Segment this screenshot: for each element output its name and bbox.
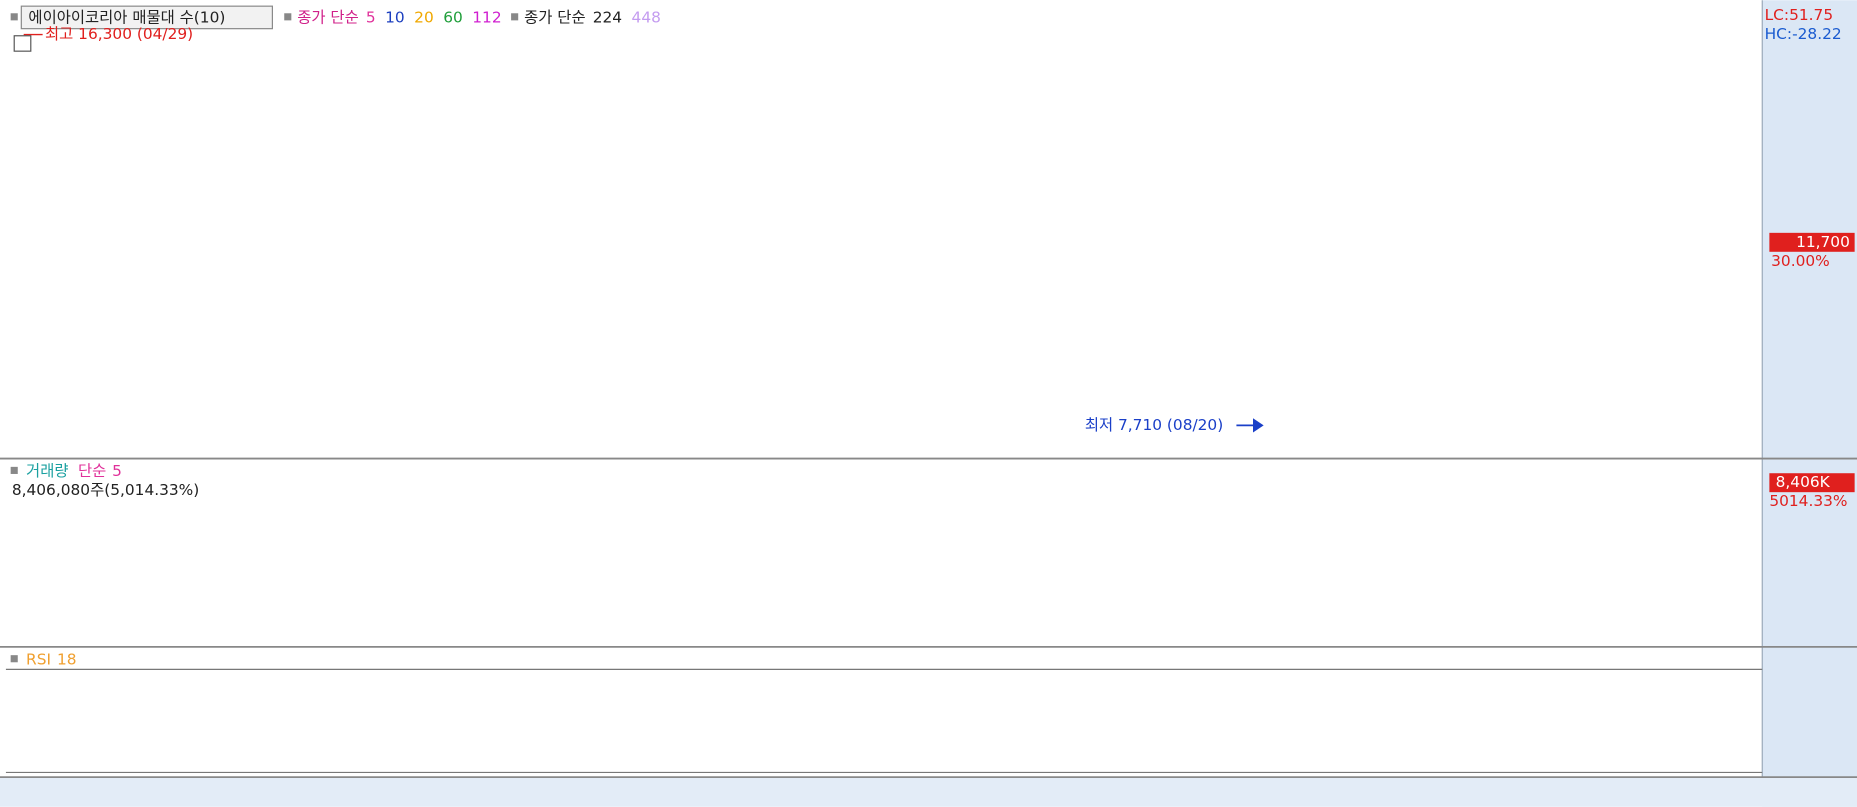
calendar-icon bbox=[13, 35, 32, 52]
legend-square bbox=[511, 13, 519, 21]
legend-label: 종가 단순 bbox=[297, 9, 358, 27]
legend-entry: 224 bbox=[593, 9, 622, 27]
legend-entry: 5 bbox=[366, 9, 376, 27]
legend-square bbox=[10, 13, 18, 21]
legend-entry: 20 bbox=[414, 9, 434, 27]
low-arrowhead bbox=[1253, 418, 1264, 433]
date-axis-strip bbox=[0, 777, 1857, 807]
legend-entry: 60 bbox=[443, 9, 463, 27]
legend-square bbox=[284, 13, 292, 21]
volume-ma-period: 5 bbox=[112, 462, 122, 480]
volume-summary: 8,406,080주(5,014.33%) bbox=[12, 481, 199, 499]
hc-label: HC:-28.22 bbox=[1765, 25, 1842, 43]
volume-change-label: 5014.33% bbox=[1769, 492, 1847, 510]
price-badge bbox=[1769, 232, 1855, 252]
title-box bbox=[20, 5, 273, 30]
legend-label: 종가 단순 bbox=[524, 9, 585, 27]
legend-square bbox=[10, 655, 18, 663]
right-axis-strip bbox=[1762, 0, 1857, 807]
price-badge-label: 11,700 bbox=[1796, 233, 1850, 251]
volume-ma-label: 단순 bbox=[78, 462, 106, 480]
rsi-period: 18 bbox=[57, 650, 77, 668]
volume-badge bbox=[1769, 473, 1855, 493]
high-note: 최고 16,300 (04/29) bbox=[45, 25, 193, 43]
rsi-title: RSI bbox=[26, 650, 51, 668]
legend-entry: 10 bbox=[385, 9, 405, 27]
legend-entry: 448 bbox=[632, 9, 661, 27]
volume-badge-label: 8,406K bbox=[1776, 473, 1831, 491]
hc-bg bbox=[1763, 25, 1856, 45]
chart-title: 에이아이코리아 매물대 수(10) bbox=[28, 9, 225, 27]
lc-label: LC:51.75 bbox=[1765, 6, 1833, 24]
low-note: 최저 7,710 (08/20) bbox=[1085, 416, 1223, 434]
legend-square bbox=[10, 466, 18, 474]
volume-title: 거래량 bbox=[26, 462, 68, 480]
price-change-label: 30.00% bbox=[1771, 252, 1830, 270]
legend-entry: 112 bbox=[472, 9, 501, 27]
